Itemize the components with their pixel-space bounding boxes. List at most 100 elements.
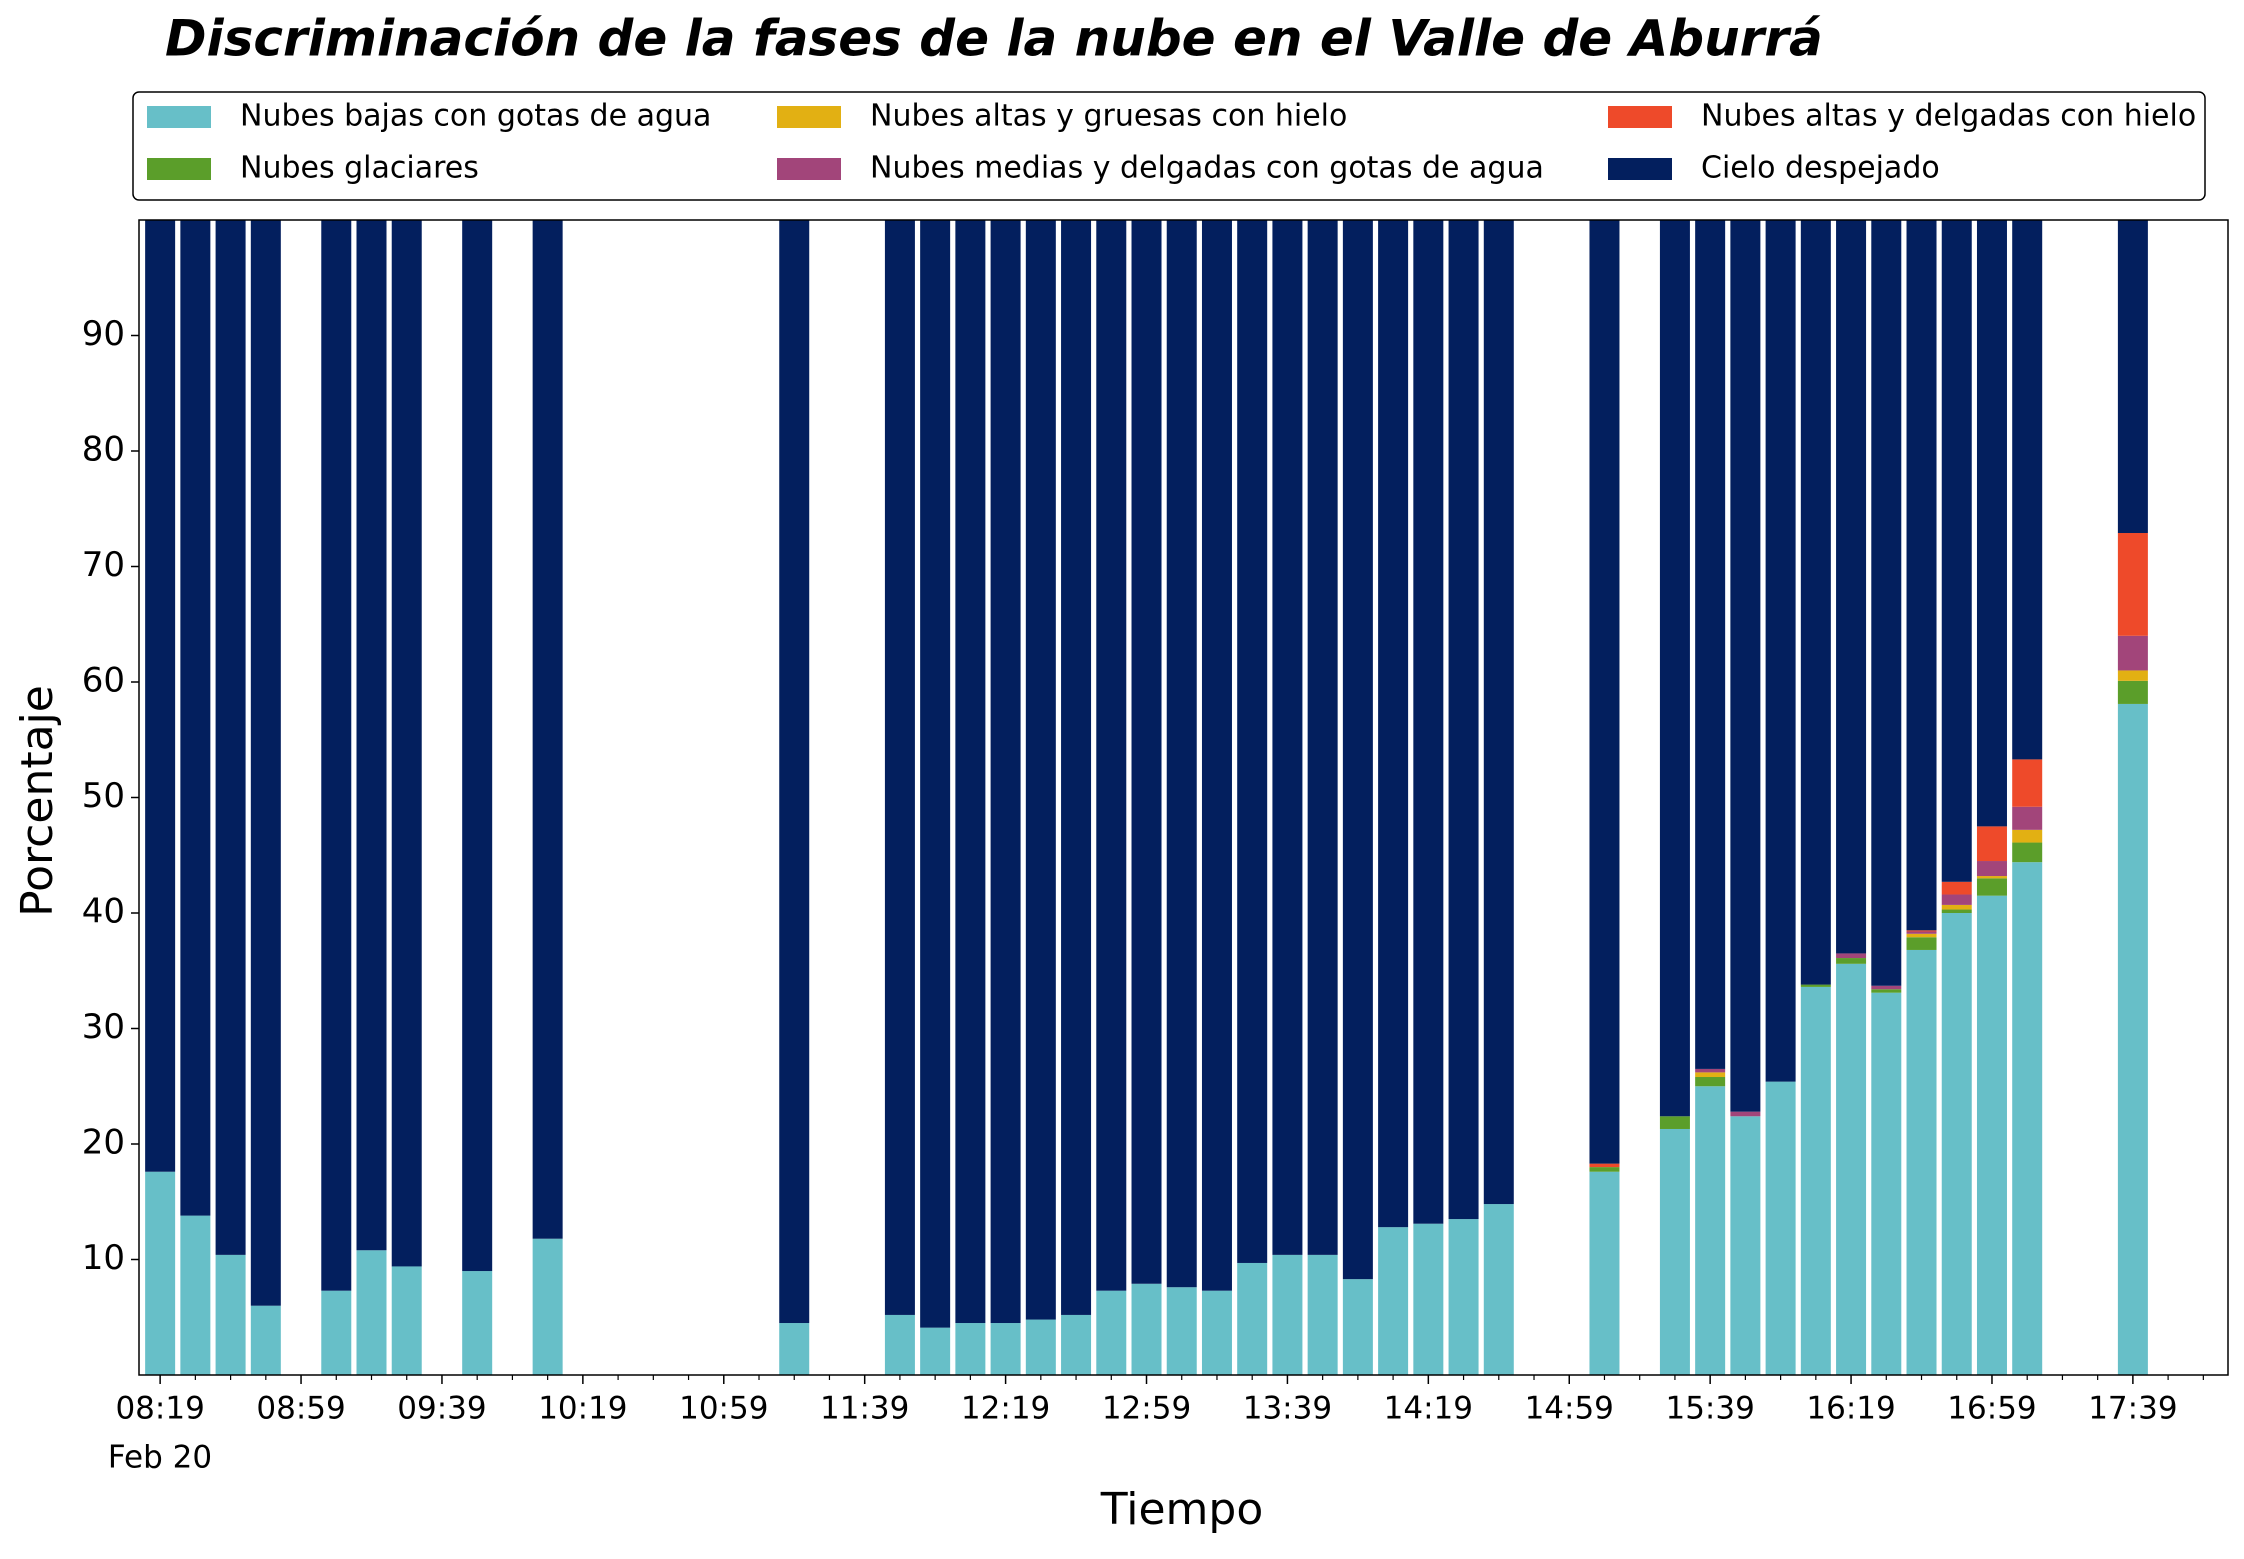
bar-segment (145, 220, 176, 1172)
bar-segment (1166, 1287, 1197, 1375)
legend-label: Nubes bajas con gotas de agua (240, 99, 711, 134)
bar-segment (990, 1323, 1021, 1375)
x-tick-label: 12:59 (1102, 1391, 1191, 1427)
bar-segment (1836, 220, 1867, 954)
bar-segment (462, 220, 493, 1272)
bar-segment (1131, 1283, 1162, 1375)
bar-segment (1871, 992, 1902, 1375)
bar-segment (1061, 220, 1092, 1315)
legend-swatch (1608, 106, 1672, 128)
bar-segment (1871, 985, 1902, 990)
legend-swatch (777, 106, 841, 128)
bar-segment (1237, 1262, 1268, 1375)
bar-segment (2012, 842, 2043, 863)
y-axis-label: Porcentaje (12, 685, 63, 917)
bar-segment (1166, 220, 1197, 1288)
bar-segment (779, 220, 810, 1324)
bar-segment (1272, 220, 1303, 1255)
date-label: Feb 20 (108, 1440, 212, 1476)
legend-swatch (1608, 158, 1672, 180)
x-tick-label: 09:39 (397, 1391, 486, 1427)
bar-segment (1765, 220, 1796, 1082)
bar-segment (1836, 958, 1867, 964)
bar-segment (215, 1254, 246, 1375)
bar-segment (1730, 1111, 1761, 1117)
bar-segment (1976, 220, 2007, 827)
bar-segment (920, 1327, 951, 1375)
bar-segment (1906, 933, 1937, 938)
y-tick-label: 90 (82, 314, 125, 354)
bar-segment (2117, 680, 2148, 704)
bar-segment (1061, 1314, 1092, 1375)
bar-segment (1589, 1167, 1620, 1172)
bar-segment (1871, 989, 1902, 993)
bar-segment (1765, 1081, 1796, 1375)
y-tick-label: 40 (82, 892, 125, 932)
legend-label: Nubes medias y delgadas con gotas de agu… (870, 151, 1544, 186)
bar-segment (2117, 703, 2148, 1375)
legend-swatch (147, 106, 211, 128)
bar-segment (1342, 220, 1373, 1280)
bar-segment (1589, 1171, 1620, 1375)
bar-segment (1096, 220, 1127, 1291)
bar-segment (1659, 1128, 1690, 1375)
bar-segment (1378, 220, 1409, 1228)
bar-segment (1906, 949, 1937, 1375)
bar-segment (250, 220, 281, 1306)
bar-segment (145, 1171, 176, 1375)
bar-segment (1025, 220, 1056, 1320)
bar-segment (779, 1323, 810, 1375)
x-axis-label: Tiempo (1100, 1484, 1264, 1535)
y-tick-label: 60 (82, 661, 125, 701)
bar-segment (1941, 894, 1972, 905)
bar-segment (321, 220, 352, 1291)
bar-segment (1096, 1290, 1127, 1375)
x-tick-label: 10:59 (679, 1391, 768, 1427)
x-tick-label: 13:39 (1243, 1391, 1332, 1427)
legend-box (132, 91, 2206, 201)
bar-segment (1871, 220, 1902, 986)
bar-segment (1941, 909, 1972, 913)
bar-segment (1695, 220, 1726, 1069)
bar-segment (1976, 876, 2007, 879)
bar-segment (250, 1305, 281, 1375)
bar-segment (1695, 1086, 1726, 1375)
bar-segment (1976, 861, 2007, 877)
bar-segment (1976, 895, 2007, 1375)
bar-segment (1307, 220, 1338, 1255)
x-tick-label: 11:39 (820, 1391, 909, 1427)
bar-segment (1307, 1254, 1338, 1375)
bar-segment (884, 220, 915, 1315)
bar-segment (1483, 220, 1514, 1205)
bar-segment (990, 220, 1021, 1324)
y-tick-label: 20 (82, 1123, 125, 1163)
bar-segment (391, 1266, 422, 1375)
bar-segment (1448, 1219, 1479, 1375)
bar-segment (532, 1238, 563, 1375)
bar-segment (2012, 220, 2043, 760)
bar-segment (1906, 930, 1937, 932)
bar-segment (920, 220, 951, 1328)
bar-segment (1800, 220, 1831, 985)
bar-segment (1941, 881, 1972, 895)
bar-segment (1659, 1116, 1690, 1129)
legend-label: Nubes altas y gruesas con hielo (870, 99, 1347, 134)
bar-segment (2012, 829, 2043, 843)
x-tick-label: 08:59 (256, 1391, 345, 1427)
bar-segment (955, 1323, 986, 1375)
bar-segment (180, 1215, 211, 1375)
bar-segment (1025, 1319, 1056, 1375)
x-tick-label: 16:59 (1947, 1391, 2036, 1427)
x-tick-label: 10:19 (538, 1391, 627, 1427)
bar-segment (356, 1250, 387, 1375)
bar-segment (1836, 963, 1867, 1375)
legend-label: Nubes glaciares (240, 151, 479, 186)
bar-segment (1906, 220, 1937, 931)
bar-segment (2012, 862, 2043, 1375)
bar-segment (1695, 1072, 1726, 1078)
bar-segment (1906, 937, 1937, 950)
bar-segment (391, 220, 422, 1267)
bar-segment (1483, 1204, 1514, 1375)
x-tick-label: 17:39 (2088, 1391, 2177, 1427)
